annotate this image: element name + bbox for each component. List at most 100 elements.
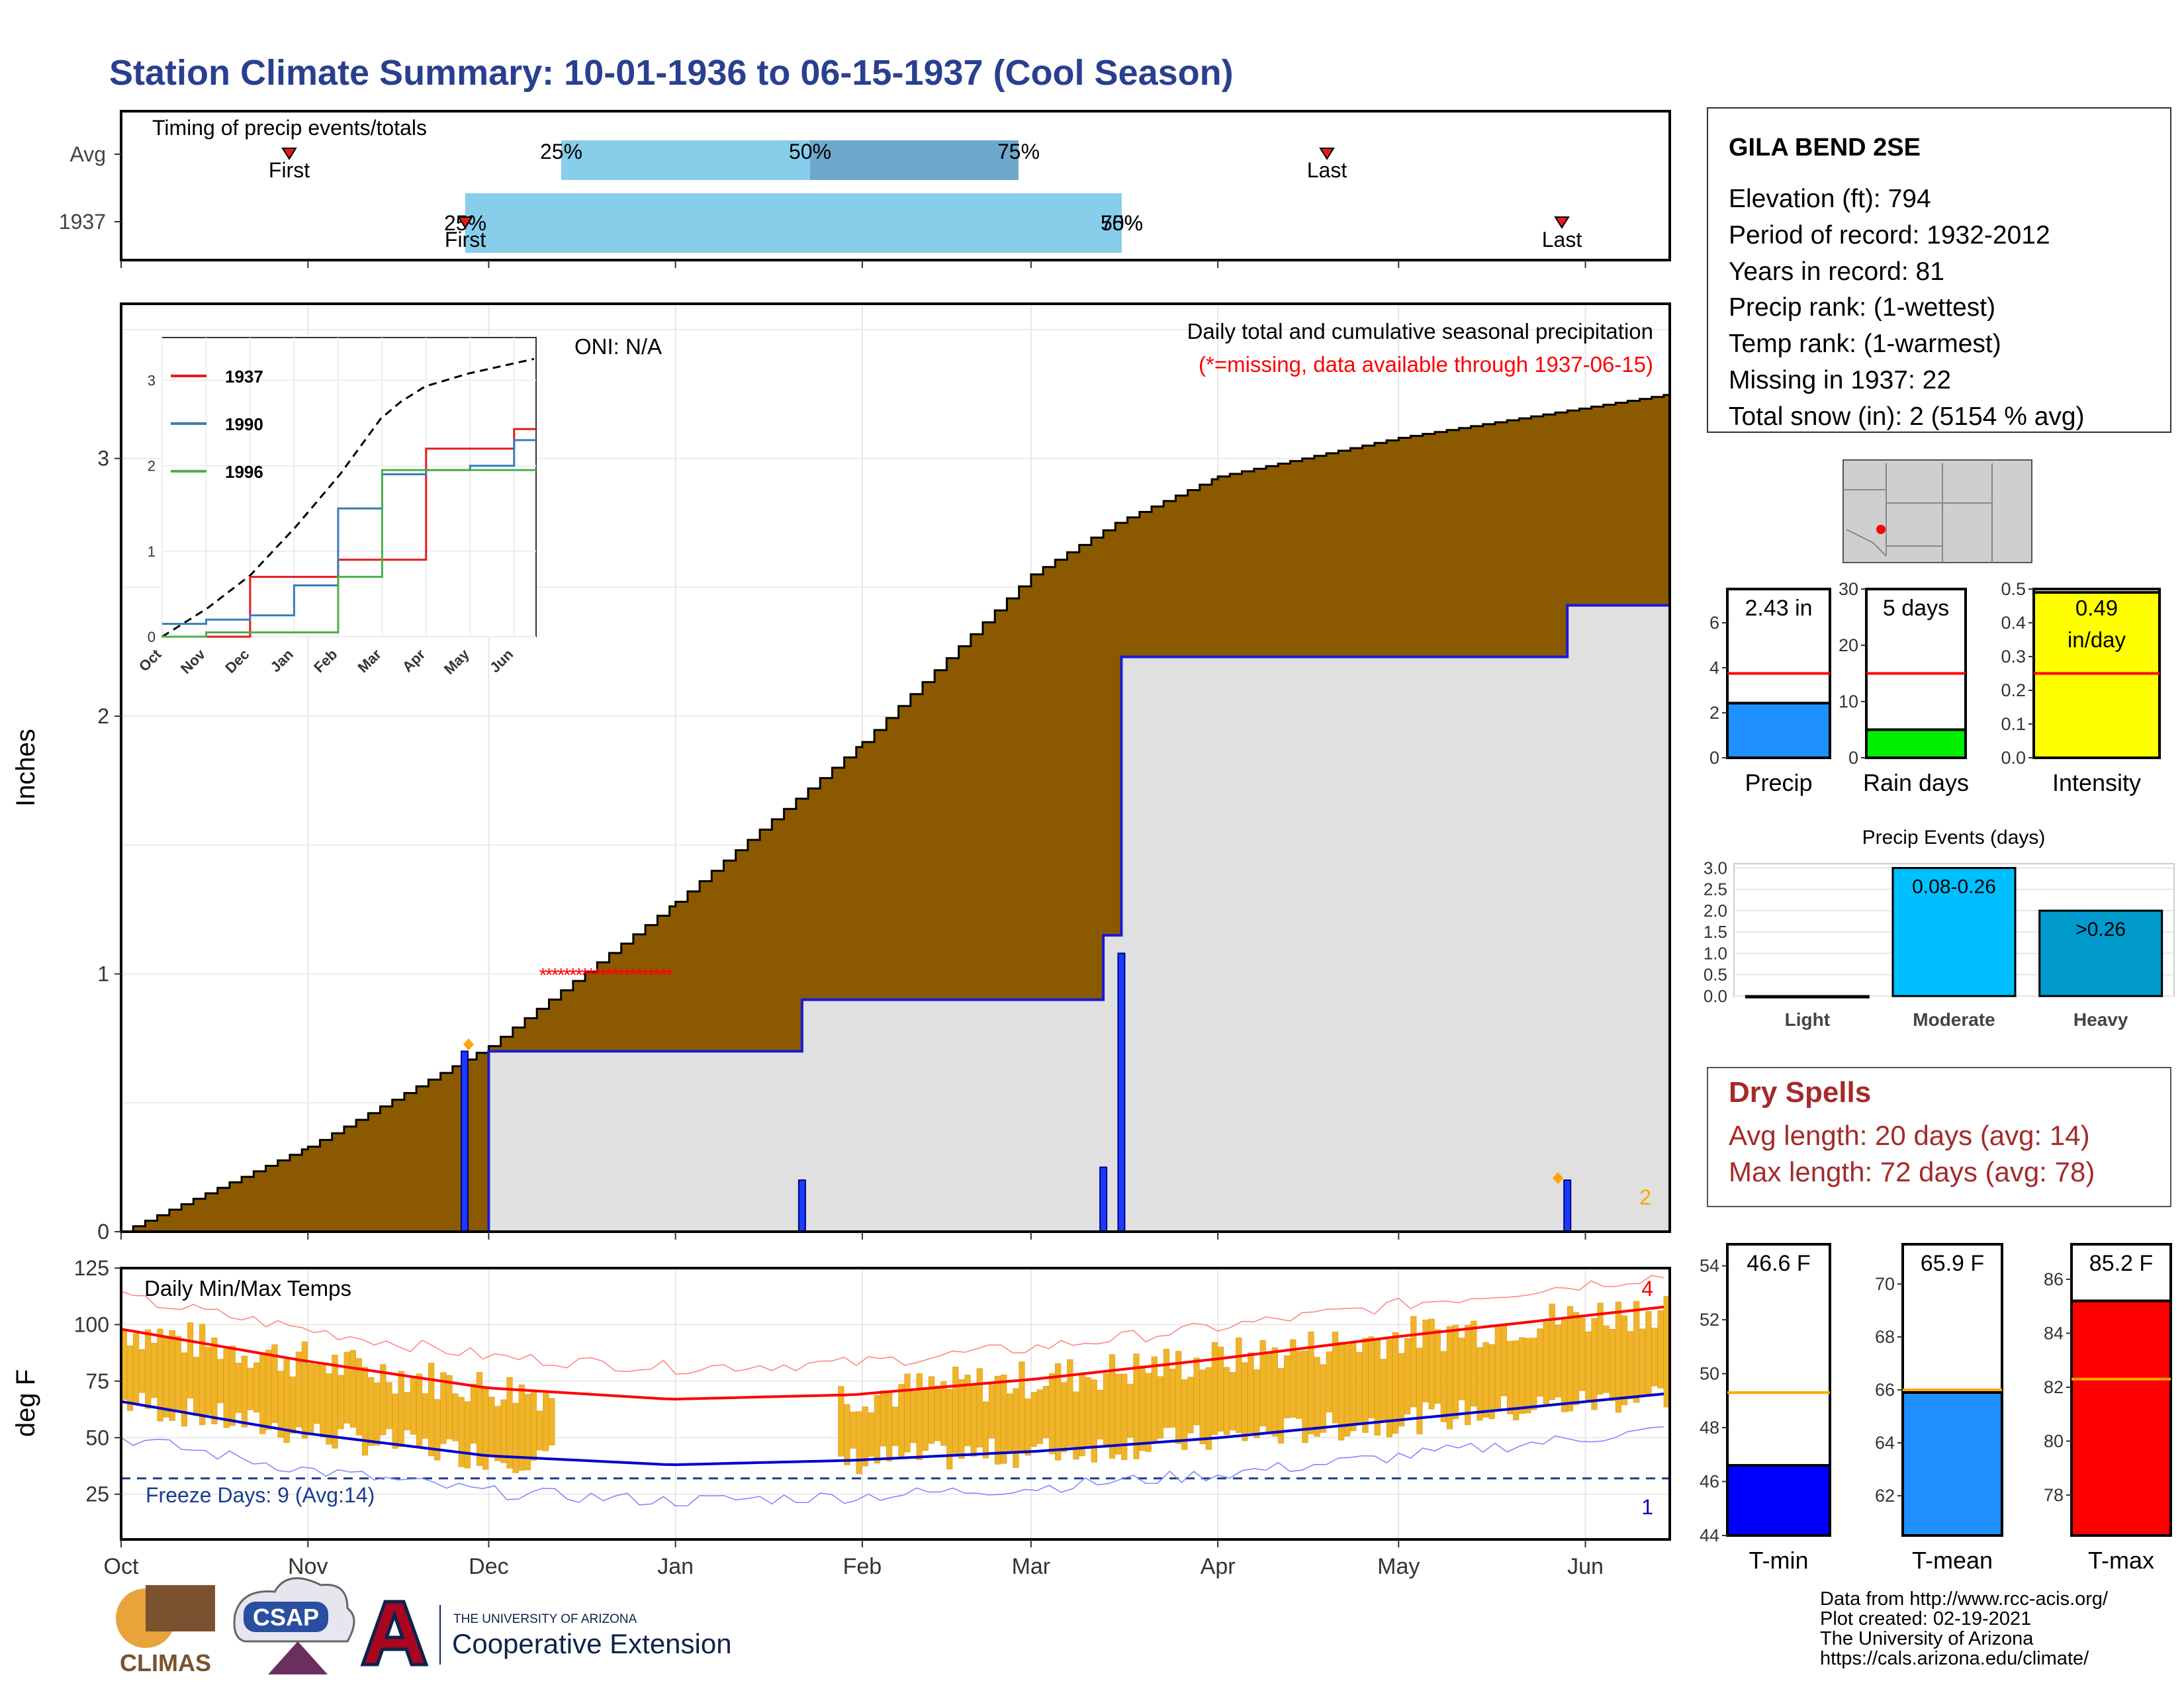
daily-temp-bar [1332, 1332, 1339, 1424]
temp-ytick-label: 50 [85, 1426, 109, 1449]
daily-temp-bar [1042, 1386, 1050, 1438]
csap-badge [244, 1602, 328, 1632]
summary-bar-value-label2: in/day [2068, 627, 2126, 652]
daily-temp-bar [1302, 1350, 1308, 1443]
daily-temp-bar [982, 1401, 989, 1459]
daily-temp-bar [1627, 1331, 1634, 1400]
daily-temp-bar [1591, 1318, 1598, 1410]
daily-temp-bar [1446, 1326, 1453, 1430]
daily-temp-bar [1645, 1311, 1652, 1394]
events-category-label: Moderate [1913, 1009, 1995, 1030]
summary-bar-tick-label: 86 [2044, 1269, 2064, 1289]
daily-temp-bar [506, 1377, 513, 1469]
daily-temp-bar [1169, 1369, 1176, 1428]
missing-marker: * [557, 965, 565, 987]
summary-bar-value-label: 5 days [1883, 596, 1949, 621]
temperature-summary-bars: 46.6 F 44 46 48 50 52 54 T-min 65.9 F 62 64 66 68 70 T… [1700, 1243, 2172, 1574]
daily-temp-bar [1067, 1359, 1073, 1447]
daily-precip-bars [460, 952, 1572, 1233]
missing-marker: * [629, 965, 637, 987]
daily-temp-bar [1133, 1353, 1140, 1459]
temp-normal-lines [120, 1275, 1664, 1506]
missing-marker: * [569, 965, 577, 987]
summary-bar-tick-label: 4 [1709, 658, 1719, 678]
daily-temp-bar [1500, 1324, 1508, 1396]
main-ytick-label: 0 [97, 1220, 109, 1244]
precip-events-chart: Precip Events (days) 0.00.51.01.52.0 2.5 3.… [1704, 827, 2175, 1030]
missing-marker: * [551, 965, 559, 987]
summary-bar-tick-label: 0 [1709, 748, 1719, 768]
daily-temp-bar [307, 1363, 314, 1434]
snow-marker-1 [463, 1038, 474, 1050]
station-name: GILA BEND 2SE [1729, 134, 1921, 161]
inset-ytick-label: 3 [148, 373, 156, 389]
daily-temp-bar [880, 1391, 887, 1447]
daily-temp-bar [988, 1384, 995, 1439]
footer-line: Data from http://www.rcc-acis.org/ [1820, 1588, 2109, 1610]
daily-temp-bar [1211, 1342, 1218, 1435]
station-info-box: GILA BEND 2SE Elevation (ft): 794 Period… [1707, 107, 2171, 433]
daily-temp-bar [850, 1412, 856, 1449]
avg-first-marker [281, 148, 297, 160]
summary-bar-tick-label: 10 [1839, 692, 1858, 711]
daily-temp-bar [145, 1329, 152, 1409]
map-state-borders [1843, 463, 1993, 563]
daily-temp-bar [1603, 1325, 1610, 1393]
missing-marker: * [647, 965, 655, 987]
missing-marker: * [600, 965, 608, 987]
daily-precip-bar [1117, 952, 1126, 1233]
missing-marker: * [612, 965, 619, 987]
missing-marker: * [635, 965, 643, 987]
daily-temp-bar [139, 1349, 146, 1393]
summary-bar-intensity: 0.49 in/day 0.0 0.1 0.2 0.3 0.4 0.5 Intensity [2001, 579, 2161, 796]
month-tick-label: Dec [469, 1554, 508, 1579]
inset-legend-label: 1937 [225, 367, 263, 387]
daily-temp-bar [271, 1344, 278, 1423]
daily-temp-bar [229, 1346, 236, 1426]
events-bar [2038, 909, 2163, 997]
location-map [1843, 459, 2032, 563]
daily-temp-bar [368, 1377, 375, 1446]
daily-temp-bar [1422, 1319, 1429, 1402]
daily-temp-bar [428, 1363, 435, 1457]
daily-temp-bar [1350, 1343, 1357, 1432]
summary-bar-label: T-max [2088, 1547, 2154, 1574]
avg-max-line [120, 1305, 1664, 1401]
missing-marker: * [623, 965, 631, 987]
daily-temp-bar [1531, 1338, 1537, 1410]
daily-temp-bar [1253, 1369, 1260, 1438]
events-tick-label: 1.0 [1704, 943, 1727, 963]
summary-bar-value-label: 65.9 F [1921, 1251, 1984, 1276]
month-tick-label: Nov [288, 1554, 328, 1579]
daily-temp-bar [349, 1349, 356, 1428]
daily-temp-bar [1555, 1324, 1561, 1398]
summary-bar-label: T-mean [1912, 1547, 1993, 1574]
daily-temp-bar [1127, 1383, 1134, 1438]
events-tick-label: 2.5 [1704, 880, 1727, 899]
daily-temp-bar [253, 1362, 260, 1413]
daily-temp-bar [211, 1337, 218, 1424]
freeze-days-label: Freeze Days: 9 (Avg:14) [146, 1483, 375, 1507]
daily-temp-bar [946, 1389, 953, 1470]
temp-ylabel: deg F [11, 1369, 40, 1437]
daily-temp-bar [1139, 1365, 1146, 1451]
daily-temp-bar [1024, 1398, 1031, 1456]
month-tick-label: Jun [1567, 1554, 1604, 1579]
events-tick-label: 1.5 [1704, 922, 1727, 942]
summary-bar-tmin: 46.6 F 44 46 48 50 52 54 T-min [1700, 1243, 1831, 1574]
y1937-p50-label: 50% [1101, 211, 1143, 235]
daily-temp-bar [392, 1393, 398, 1449]
daily-temp-bar [958, 1379, 965, 1459]
events-tick-label: 2.0 [1704, 901, 1727, 921]
summary-bar-label: Rain days [1863, 769, 1969, 796]
timing-label: Timing of precip events/totals [152, 116, 427, 140]
missing-marker: * [660, 965, 668, 987]
daily-temp-bar [1187, 1377, 1194, 1434]
missing-marker: * [575, 965, 583, 987]
temp-frame [120, 1267, 1671, 1541]
daily-temp-bar [326, 1373, 332, 1445]
page-title: Station Climate Summary: 10-01-1936 to 0… [109, 53, 1234, 93]
daily-temp-bar [1362, 1338, 1369, 1433]
missing-marker: * [539, 965, 547, 987]
daily-temp-bar [440, 1372, 447, 1444]
